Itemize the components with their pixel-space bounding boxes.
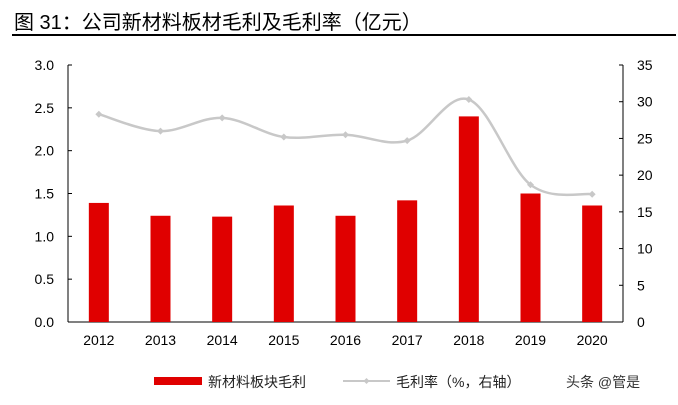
- legend-bar-swatch: [154, 377, 202, 385]
- bar: [273, 205, 294, 322]
- chart-title: 图 31：公司新材料板材毛利及毛利率（亿元）: [14, 12, 422, 34]
- margin-point: [527, 181, 534, 189]
- x-tick-label: 2020: [577, 332, 608, 348]
- bar: [335, 215, 356, 322]
- bar: [150, 215, 171, 322]
- legend-bar-label: 新材料板块毛利: [208, 374, 306, 390]
- x-tick-label: 2016: [330, 332, 361, 348]
- bar: [458, 116, 479, 323]
- margin-point: [403, 137, 411, 145]
- margin-point: [342, 131, 349, 139]
- left-tick-label: 2.0: [35, 143, 55, 159]
- left-tick-label: 2.5: [35, 100, 55, 116]
- x-tick-label: 2014: [207, 332, 238, 348]
- margin-point: [95, 110, 103, 118]
- right-tick-label: 35: [637, 57, 653, 73]
- right-tick-label: 25: [637, 130, 653, 146]
- bar: [582, 205, 603, 322]
- watermark: 头条 @管是: [566, 374, 640, 390]
- left-tick-label: 1.5: [35, 186, 55, 202]
- margin-point: [588, 190, 596, 198]
- bar: [520, 193, 541, 322]
- right-tick-label: 5: [637, 277, 645, 293]
- right-tick-label: 20: [637, 167, 653, 183]
- margin-line: [98, 97, 593, 197]
- x-tick-label: 2013: [145, 332, 176, 348]
- margin-point: [157, 127, 164, 135]
- bar: [397, 200, 418, 322]
- left-tick-label: 3.0: [35, 57, 55, 73]
- title-rule: [12, 34, 676, 36]
- margin-point: [465, 96, 473, 104]
- right-tick-label: 15: [637, 204, 653, 220]
- bar: [212, 216, 233, 322]
- bar: [88, 202, 109, 322]
- left-tick-label: 1.0: [35, 228, 55, 244]
- right-tick-label: 10: [637, 241, 653, 257]
- x-tick-label: 2015: [268, 332, 299, 348]
- left-tick-label: 0.5: [35, 271, 55, 287]
- left-tick-label: 0.0: [35, 314, 55, 330]
- margin-point: [218, 114, 226, 122]
- legend-line-marker: [363, 378, 370, 384]
- x-tick-label: 2019: [515, 332, 546, 348]
- margin-point: [280, 133, 288, 141]
- x-tick-label: 2018: [453, 332, 484, 348]
- x-tick-label: 2012: [83, 332, 114, 348]
- legend-line-label: 毛利率（%，右轴）: [396, 374, 520, 390]
- x-tick-label: 2017: [392, 332, 423, 348]
- right-tick-label: 30: [637, 94, 653, 110]
- right-tick-label: 0: [637, 314, 645, 330]
